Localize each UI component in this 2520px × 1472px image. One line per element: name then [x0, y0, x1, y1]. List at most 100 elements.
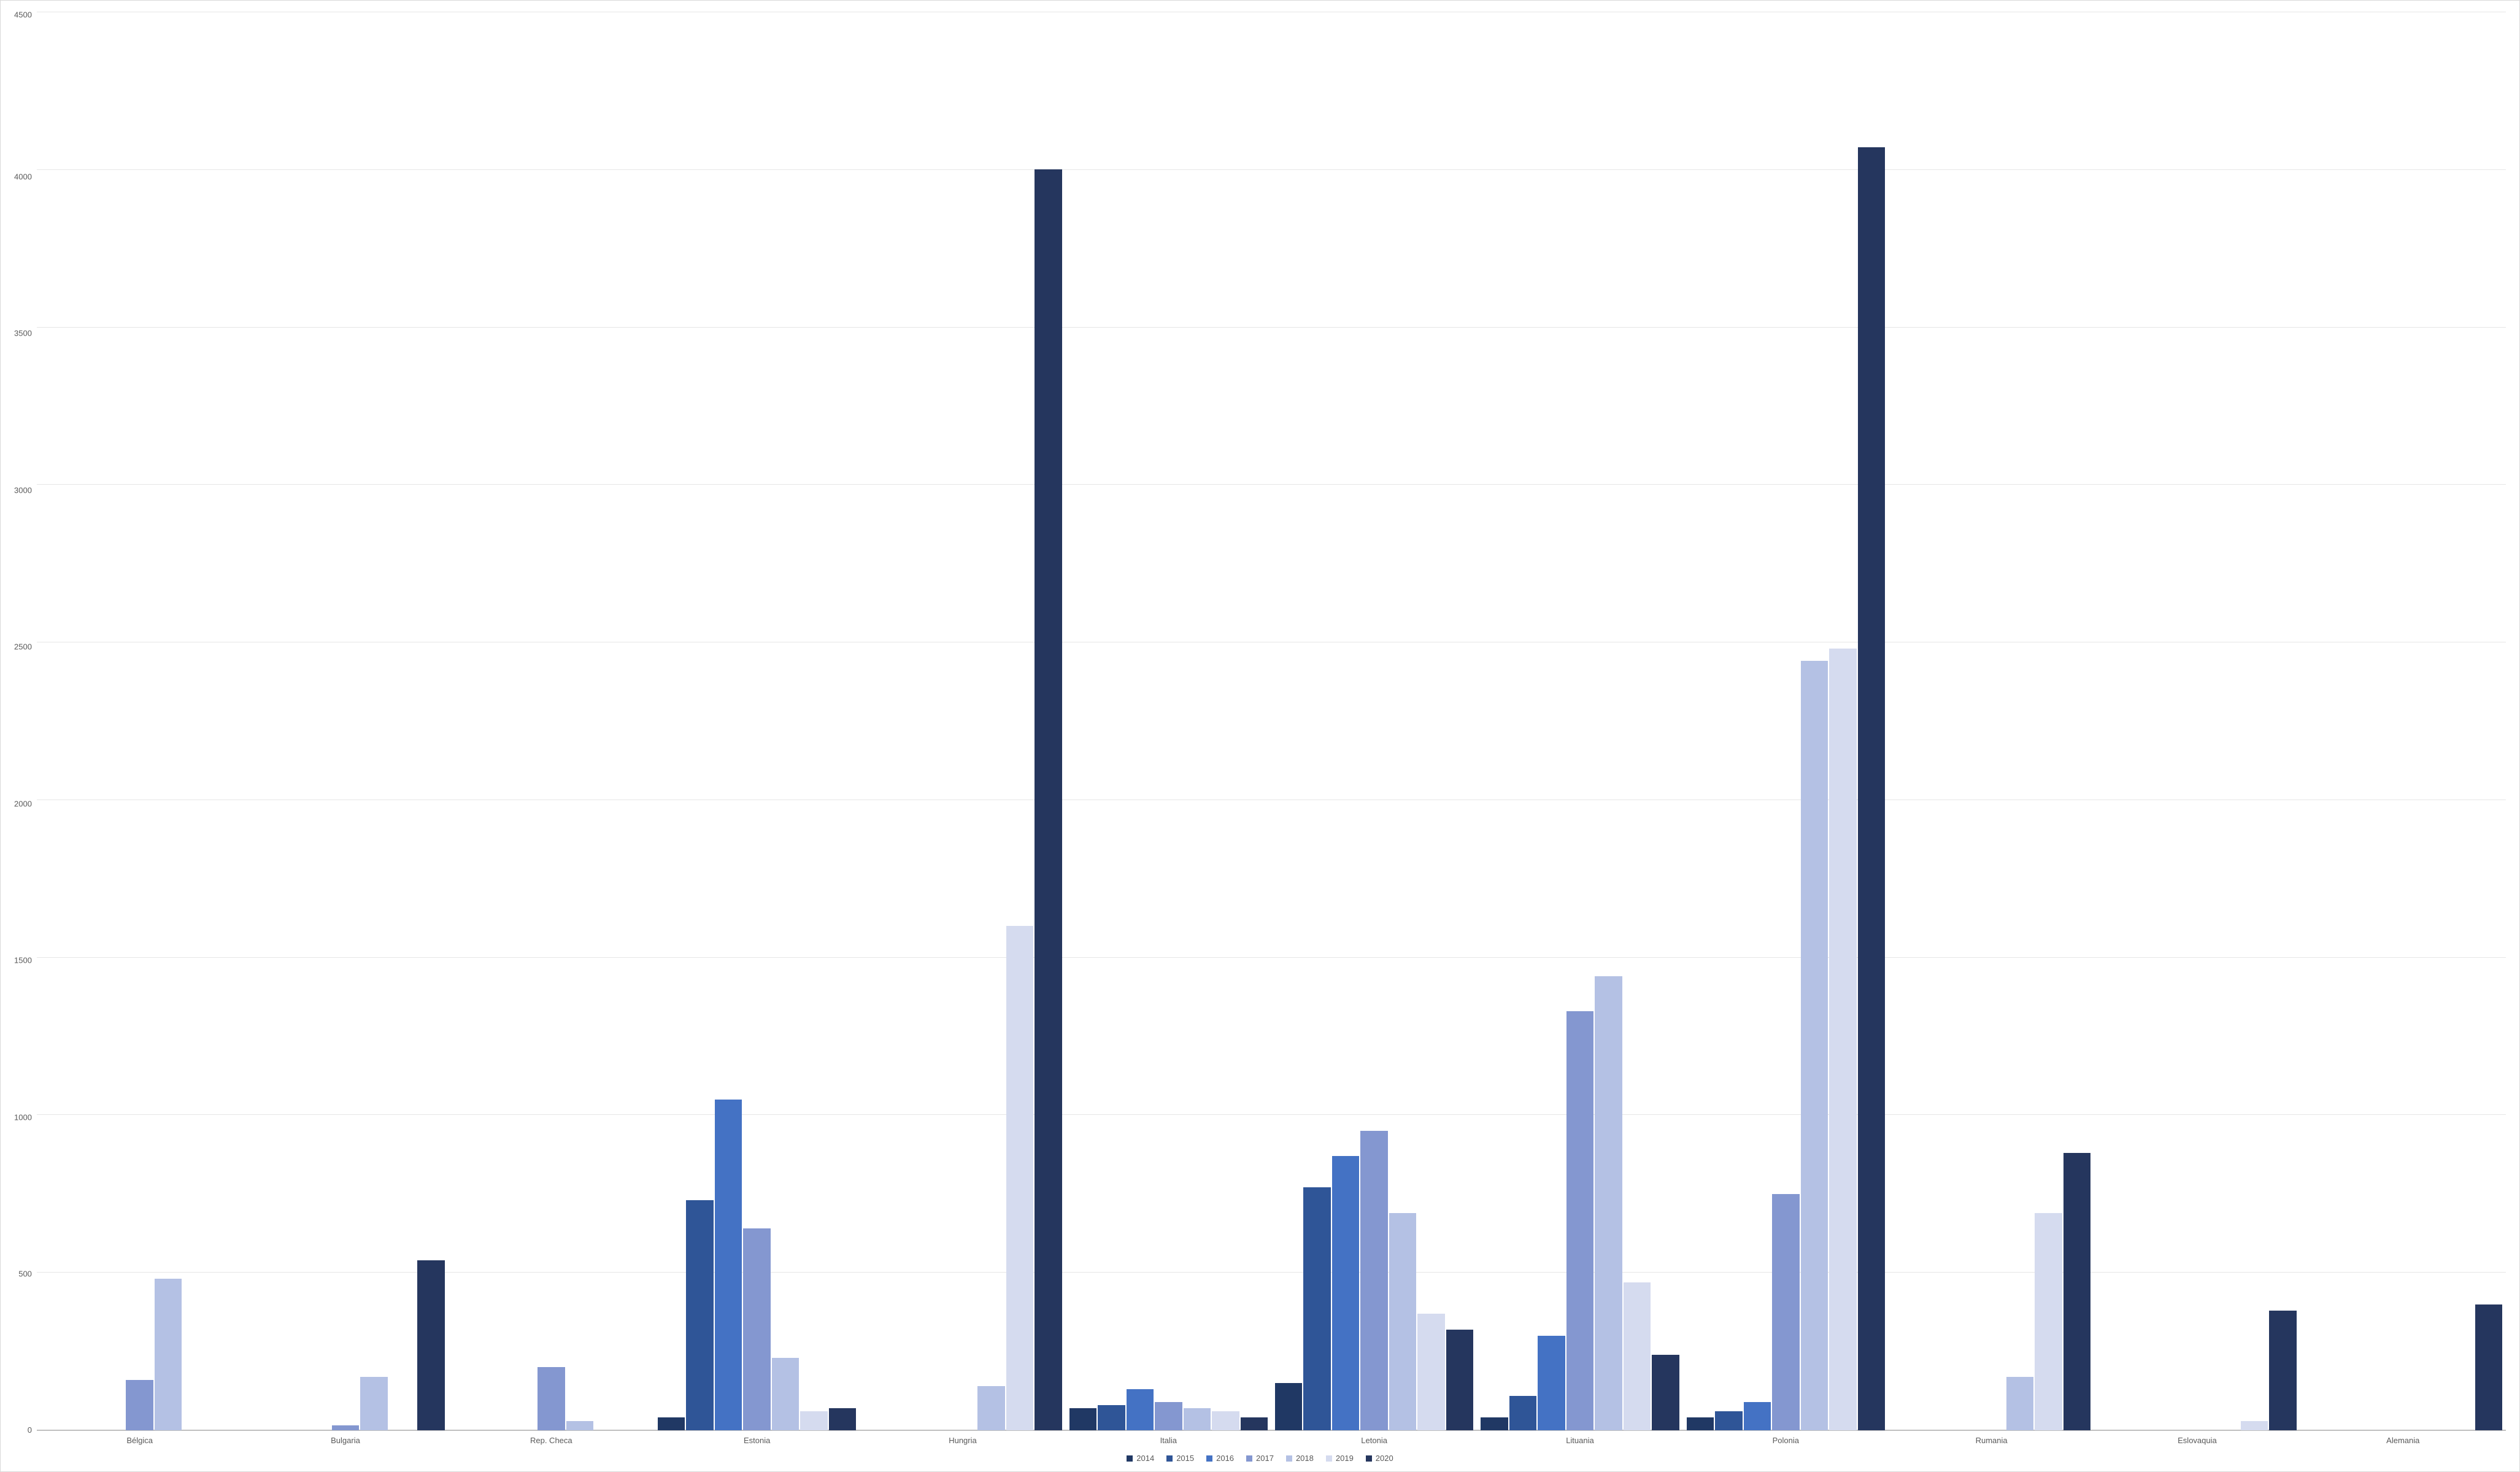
bar [1241, 1417, 1268, 1430]
bar [977, 1386, 1004, 1430]
bar [1417, 1314, 1444, 1430]
x-label: Rep. Checa [449, 1436, 654, 1445]
bar [2269, 1311, 2296, 1430]
bar-group [2094, 12, 2300, 1430]
bar-group [1477, 12, 1682, 1430]
bar [1098, 1405, 1125, 1430]
legend-item: 2020 [1366, 1454, 1393, 1463]
bar-group [37, 12, 242, 1430]
bar [1184, 1408, 1211, 1430]
bar [1687, 1417, 1714, 1430]
legend-item: 2017 [1246, 1454, 1274, 1463]
bar-group [242, 12, 448, 1430]
bar [155, 1279, 182, 1430]
bar [2035, 1213, 2062, 1431]
bar-group [449, 12, 654, 1430]
bar [658, 1417, 685, 1430]
plot-area [37, 12, 2506, 1431]
bar [1360, 1131, 1387, 1430]
y-tick: 2000 [14, 800, 32, 807]
x-label: Lituania [1477, 1436, 1682, 1445]
y-tick: 0 [28, 1426, 32, 1434]
legend-swatch [1286, 1455, 1292, 1462]
x-axis-labels: BélgicaBulgariaRep. ChecaEstoniaHungriaI… [37, 1436, 2506, 1445]
bar [1155, 1402, 1182, 1430]
chart-frame: 450040003500300025002000150010005000 Bél… [0, 0, 2520, 1472]
bar-group [1889, 12, 2094, 1430]
bar-group [654, 12, 860, 1430]
legend-label: 2020 [1376, 1454, 1393, 1463]
bar [715, 1100, 742, 1430]
x-label: Letonia [1271, 1436, 1477, 1445]
bar [1332, 1156, 1359, 1430]
x-label: Alemania [2300, 1436, 2506, 1445]
y-tick: 3000 [14, 486, 32, 494]
y-tick: 500 [18, 1270, 32, 1278]
bar [1829, 649, 1856, 1430]
bar [2006, 1377, 2033, 1430]
bar-group [2300, 12, 2506, 1430]
x-label: Polonia [1683, 1436, 1889, 1445]
legend-item: 2016 [1206, 1454, 1234, 1463]
legend-swatch [1206, 1455, 1212, 1462]
legend-label: 2017 [1256, 1454, 1274, 1463]
bar [1481, 1417, 1508, 1430]
bar [1801, 661, 1828, 1430]
bar [1744, 1402, 1771, 1430]
bar-group [1271, 12, 1477, 1430]
bar [1624, 1282, 1651, 1430]
x-label: Rumania [1889, 1436, 2094, 1445]
x-axis-spacer [14, 1436, 37, 1445]
bar [743, 1228, 770, 1430]
bar [772, 1358, 799, 1430]
bar [1652, 1355, 1679, 1430]
bar [1006, 926, 1033, 1430]
legend-item: 2019 [1326, 1454, 1354, 1463]
legend-label: 2014 [1136, 1454, 1154, 1463]
x-label: Estonia [654, 1436, 860, 1445]
x-axis: BélgicaBulgariaRep. ChecaEstoniaHungriaI… [14, 1431, 2506, 1445]
bar [1509, 1396, 1536, 1431]
bar [1566, 1011, 1593, 1430]
bar [2241, 1421, 2268, 1430]
legend-swatch [1166, 1455, 1173, 1462]
bar [1715, 1411, 1742, 1430]
y-tick: 1500 [14, 957, 32, 965]
bar [1595, 976, 1622, 1430]
y-tick: 3500 [14, 329, 32, 337]
bar [566, 1421, 593, 1430]
bar [1538, 1336, 1565, 1430]
bar [1446, 1330, 1473, 1430]
bar [686, 1200, 713, 1430]
bar [1858, 147, 1885, 1430]
y-axis: 450040003500300025002000150010005000 [14, 12, 37, 1431]
legend-item: 2018 [1286, 1454, 1314, 1463]
x-label: Eslovaquia [2094, 1436, 2300, 1445]
legend-label: 2016 [1216, 1454, 1234, 1463]
legend: 2014201520162017201820192020 [14, 1445, 2506, 1465]
bar [2063, 1153, 2090, 1430]
legend-swatch [1366, 1455, 1372, 1462]
bar [360, 1377, 387, 1430]
bar [829, 1408, 856, 1430]
y-tick: 4000 [14, 172, 32, 180]
bar [1212, 1411, 1239, 1430]
legend-label: 2018 [1296, 1454, 1314, 1463]
bar [1035, 169, 1062, 1430]
bar [1389, 1213, 1416, 1431]
bar [1303, 1187, 1330, 1430]
bar [800, 1411, 827, 1430]
x-label: Italia [1066, 1436, 1271, 1445]
y-tick: 4500 [14, 11, 32, 19]
bar [1069, 1408, 1096, 1430]
bar [126, 1380, 153, 1430]
y-tick: 2500 [14, 643, 32, 651]
chart-body: 450040003500300025002000150010005000 [14, 12, 2506, 1431]
legend-swatch [1246, 1455, 1252, 1462]
bar [1275, 1383, 1302, 1430]
legend-label: 2019 [1336, 1454, 1354, 1463]
bar-group [1066, 12, 1271, 1430]
x-label: Bélgica [37, 1436, 242, 1445]
bar-group [1683, 12, 1889, 1430]
legend-swatch [1326, 1455, 1332, 1462]
